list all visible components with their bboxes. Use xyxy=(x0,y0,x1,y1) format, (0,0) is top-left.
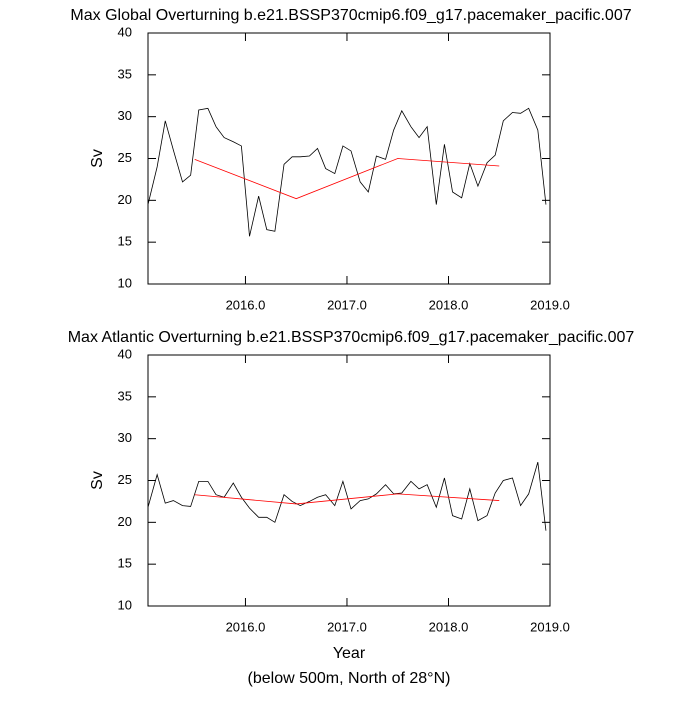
footnote: (below 500m, North of 28°N) xyxy=(248,670,451,687)
y-tick-label: 35 xyxy=(118,66,132,81)
data-line xyxy=(147,461,547,531)
y-tick-label: 25 xyxy=(118,472,132,487)
chart-title: Max Global Overturning b.e21.BSSP370cmip… xyxy=(70,7,631,24)
y-tick-label: 15 xyxy=(118,234,132,249)
y-tick-label: 10 xyxy=(118,597,132,612)
y-tick-label: 30 xyxy=(118,430,132,445)
x-tick-label: 2016.0 xyxy=(226,619,266,634)
y-tick-label: 10 xyxy=(118,275,132,290)
chart-title: Max Atlantic Overturning b.e21.BSSP370cm… xyxy=(68,329,635,346)
x-tick-label: 2018.0 xyxy=(429,619,469,634)
y-tick-label: 40 xyxy=(118,346,132,361)
plot-frame xyxy=(147,354,551,607)
x-tick-label: 2016.0 xyxy=(226,297,266,312)
y-tick-label: 20 xyxy=(118,514,132,529)
y-tick-label: 25 xyxy=(118,150,132,165)
y-tick-label: 35 xyxy=(118,388,132,403)
x-tick-label: 2018.0 xyxy=(429,297,469,312)
x-tick-label: 2019.0 xyxy=(530,297,570,312)
y-tick-label: 30 xyxy=(118,108,132,123)
data-line xyxy=(147,107,547,237)
x-tick-label: 2017.0 xyxy=(327,619,367,634)
x-tick-label: 2019.0 xyxy=(530,619,570,634)
y-axis-label: Sv xyxy=(89,471,106,490)
x-axis-label: Year xyxy=(333,645,366,662)
data-line xyxy=(194,158,500,200)
y-tick-label: 40 xyxy=(118,24,132,39)
plot-frame xyxy=(147,32,551,285)
y-tick-label: 15 xyxy=(118,556,132,571)
y-axis-label: Sv xyxy=(89,149,106,168)
y-tick-label: 20 xyxy=(118,192,132,207)
data-line xyxy=(194,493,500,505)
x-tick-label: 2017.0 xyxy=(327,297,367,312)
